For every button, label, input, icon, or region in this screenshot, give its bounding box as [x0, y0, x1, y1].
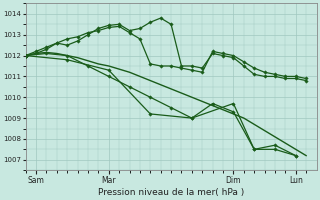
X-axis label: Pression niveau de la mer( hPa ): Pression niveau de la mer( hPa ): [98, 188, 244, 197]
